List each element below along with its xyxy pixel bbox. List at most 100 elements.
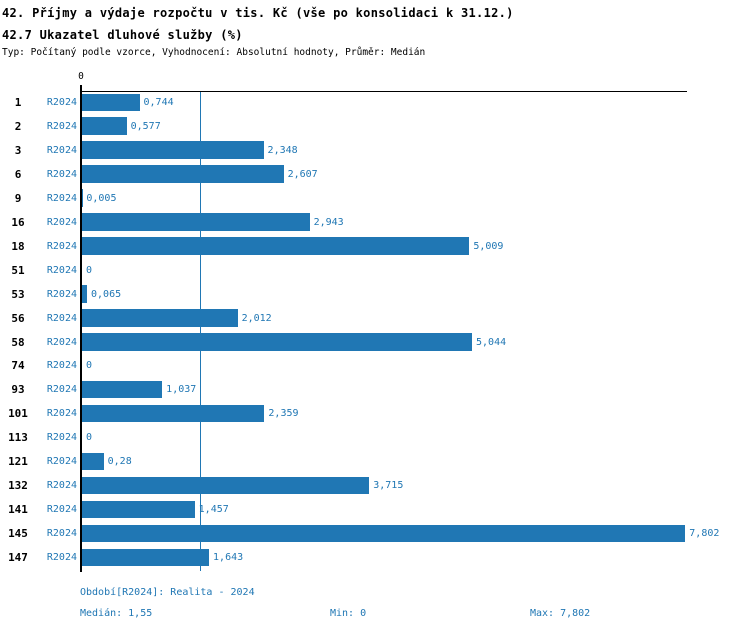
row-period-label: R2024	[46, 552, 77, 564]
bar-value-label: 2,012	[241, 312, 272, 324]
row-number: 1	[14, 96, 22, 109]
bar-row: 6 R2024 2,607	[0, 165, 750, 183]
row-period-label: R2024	[46, 240, 77, 252]
page-title: 42. Příjmy a výdaje rozpočtu v tis. Kč (…	[2, 6, 514, 20]
row-period-label: R2024	[46, 168, 77, 180]
bar-row: 3 R2024 2,348	[0, 141, 750, 159]
value-bar	[82, 548, 210, 567]
footer-min-label: Min: 0	[330, 608, 367, 619]
bar-value-label: 1,037	[166, 384, 197, 396]
bar-value-label: 0,744	[143, 97, 174, 108]
value-bar	[82, 141, 264, 159]
row-number: 147	[8, 551, 28, 565]
value-bar	[82, 452, 104, 471]
bar-row: 18 R2024 5,009	[0, 237, 750, 255]
row-period-label: R2024	[46, 336, 77, 348]
footer-max-label: Max: 7,802	[530, 608, 591, 619]
value-bar	[82, 476, 370, 495]
bar-row: 93 R2024 1,037	[0, 380, 750, 399]
bar-row: 132 R2024 3,715	[0, 476, 750, 495]
value-bar	[82, 237, 470, 255]
y-axis-line	[79, 85, 82, 572]
bar-value-label: 0,28	[107, 456, 132, 468]
bar-value-label: 0,577	[130, 120, 161, 132]
row-period-label: R2024	[46, 408, 77, 420]
value-bar	[82, 524, 686, 543]
bar-row: 53 R2024 0,065	[0, 285, 750, 303]
row-number: 121	[8, 455, 28, 469]
row-period-label: R2024	[46, 360, 77, 372]
value-bar	[82, 165, 284, 183]
row-number: 51	[11, 263, 25, 277]
row-period-label: R2024	[46, 456, 77, 468]
bar-value-label: 1,457	[198, 504, 229, 516]
row-number: 58	[11, 335, 25, 349]
row-number: 141	[8, 503, 28, 517]
row-number: 2	[14, 119, 22, 133]
bar-value-label: 0,065	[91, 288, 122, 300]
row-period-label: R2024	[46, 480, 77, 492]
bar-value-label: 2,607	[287, 168, 318, 180]
bar-row: 16 R2024 2,943	[0, 213, 750, 231]
bar-value-label: 3,715	[373, 480, 404, 492]
bar-value-label: 2,359	[268, 408, 299, 420]
row-number: 113	[8, 431, 28, 445]
row-number: 101	[8, 407, 28, 421]
bar-row: 113 R2024 0	[0, 429, 750, 447]
bar-row: 74 R2024 0	[0, 357, 750, 375]
bar-value-label: 0	[86, 360, 93, 372]
row-period-label: R2024	[46, 97, 77, 108]
median-line	[199, 92, 201, 571]
row-number: 6	[14, 167, 22, 181]
value-bar	[82, 404, 265, 423]
bar-value-label: 7,802	[689, 528, 720, 540]
row-number: 74	[11, 359, 25, 373]
row-number: 93	[11, 383, 25, 397]
row-number: 132	[8, 479, 28, 493]
bar-row: 141 R2024 1,457	[0, 500, 750, 519]
row-period-label: R2024	[46, 312, 77, 324]
bar-row: 51 R2024 0	[0, 261, 750, 279]
x-axis-zero-label: 0	[78, 71, 84, 82]
bar-row: 2 R2024 0,577	[0, 117, 750, 135]
value-bar	[82, 380, 163, 399]
value-bar	[82, 500, 195, 519]
bar-row: 145 R2024 7,802	[0, 524, 750, 543]
value-bar	[82, 285, 88, 303]
bar-row: 147 R2024 1,643	[0, 548, 750, 567]
bar-value-label: 5,044	[476, 336, 507, 348]
bar-row: 56 R2024 2,012	[0, 309, 750, 327]
row-period-label: R2024	[46, 288, 77, 300]
bar-value-label: 2,943	[313, 216, 344, 228]
bar-row: 58 R2024 5,044	[0, 333, 750, 351]
row-number: 53	[11, 287, 25, 301]
row-period-label: R2024	[46, 384, 77, 396]
row-number: 9	[14, 191, 22, 205]
value-bar	[82, 309, 238, 327]
row-number: 16	[11, 215, 25, 229]
bar-row: 101 R2024 2,359	[0, 404, 750, 423]
row-period-label: R2024	[46, 528, 77, 540]
value-bar	[82, 213, 310, 231]
row-period-label: R2024	[46, 432, 77, 444]
value-bar	[82, 333, 473, 351]
bar-value-label: 1,643	[213, 552, 244, 564]
bar-row: 9 R2024 0,005	[0, 189, 750, 207]
bar-row: 1 R2024 0,744	[0, 93, 750, 111]
row-period-label: R2024	[46, 120, 77, 132]
value-bar	[82, 93, 140, 111]
value-bar	[82, 117, 127, 135]
bar-row: 121 R2024 0,28	[0, 452, 750, 471]
row-period-label: R2024	[46, 192, 77, 204]
bar-value-label: 2,348	[267, 144, 298, 156]
x-axis-line	[79, 90, 687, 92]
bar-value-label: 0,005	[86, 192, 117, 204]
row-period-label: R2024	[46, 504, 77, 516]
row-number: 56	[11, 311, 25, 325]
bar-value-label: 0	[86, 432, 93, 444]
footer-median-label: Medián: 1,55	[80, 608, 153, 619]
row-number: 145	[8, 527, 28, 541]
row-period-label: R2024	[46, 264, 77, 276]
bar-value-label: 0	[86, 264, 93, 276]
